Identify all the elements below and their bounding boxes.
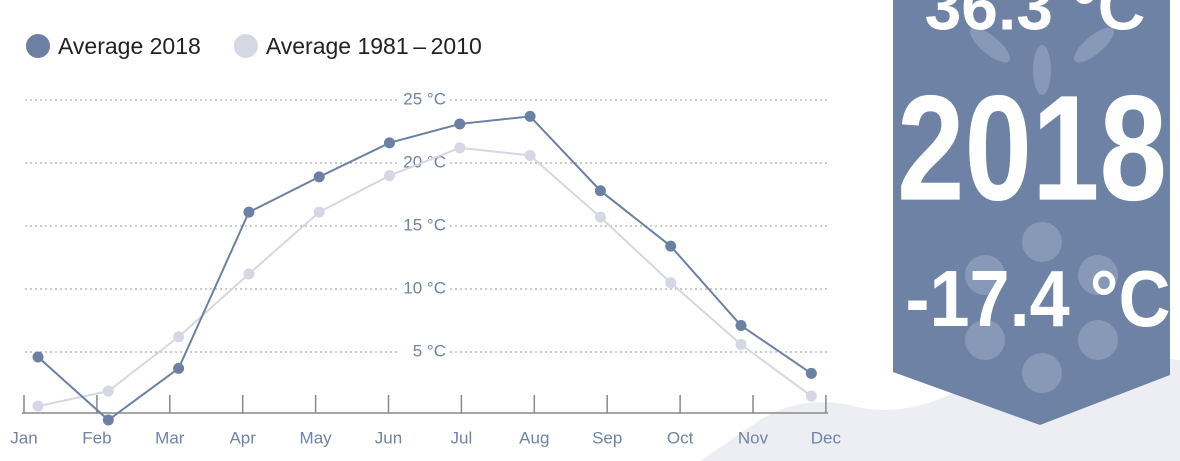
legend-marker <box>26 34 50 58</box>
x-tick-label: Nov <box>738 428 769 447</box>
banner-min: -17.4 °C <box>906 254 1171 343</box>
data-point <box>384 137 395 149</box>
data-point <box>454 142 466 154</box>
data-point <box>32 400 44 412</box>
x-tick-label: Sep <box>592 428 622 447</box>
data-point <box>805 390 817 402</box>
x-tick-label: Feb <box>82 428 111 447</box>
x-tick-label: Jun <box>375 428 402 447</box>
data-point <box>665 240 677 252</box>
x-tick-label: Jul <box>451 428 473 447</box>
legend-label: Average 1981 – 2010 <box>266 33 482 59</box>
x-tick-label: Mar <box>155 428 185 447</box>
data-point <box>524 110 536 122</box>
banner <box>893 0 1170 425</box>
tick-label-bg <box>398 341 448 363</box>
data-point <box>173 331 185 343</box>
x-tick-label: Aug <box>519 428 549 447</box>
tick-label-bg <box>398 278 448 300</box>
data-point <box>735 320 747 332</box>
x-tick-label: Oct <box>667 428 694 447</box>
x-tick-label: May <box>300 428 333 447</box>
data-point <box>524 149 536 161</box>
x-tick-label: Jan <box>10 428 37 447</box>
banner-max: 36.3 °C <box>925 0 1146 43</box>
snowflake-icon <box>965 27 1118 393</box>
data-point <box>735 338 747 350</box>
y-tick-label: 25 °C <box>403 89 446 108</box>
x-tick-label: Apr <box>229 428 256 447</box>
data-point <box>384 170 395 182</box>
series-line <box>37 146 812 408</box>
data-point <box>805 367 817 379</box>
series-line <box>37 115 812 422</box>
legend-marker <box>233 34 258 58</box>
data-point <box>594 211 606 223</box>
data-point <box>102 385 114 397</box>
data-point <box>173 362 185 374</box>
y-tick-label: 10 °C <box>403 278 446 297</box>
data-point <box>454 118 466 130</box>
tick-label-bg <box>398 215 448 237</box>
tick-label-bg <box>398 89 448 111</box>
data-point <box>665 277 677 289</box>
data-point <box>594 185 606 197</box>
y-tick-label: 15 °C <box>403 215 446 234</box>
data-point <box>243 206 255 218</box>
data-point <box>313 171 325 183</box>
x-tick-label: Dec <box>811 428 842 447</box>
banner-year: 2018 <box>897 64 1167 232</box>
data-point <box>102 414 114 426</box>
data-point <box>32 351 44 363</box>
legend-label: Average 2018 <box>58 33 201 59</box>
y-tick-label: 5 °C <box>413 341 446 360</box>
data-point <box>313 206 325 218</box>
data-point <box>243 268 255 280</box>
